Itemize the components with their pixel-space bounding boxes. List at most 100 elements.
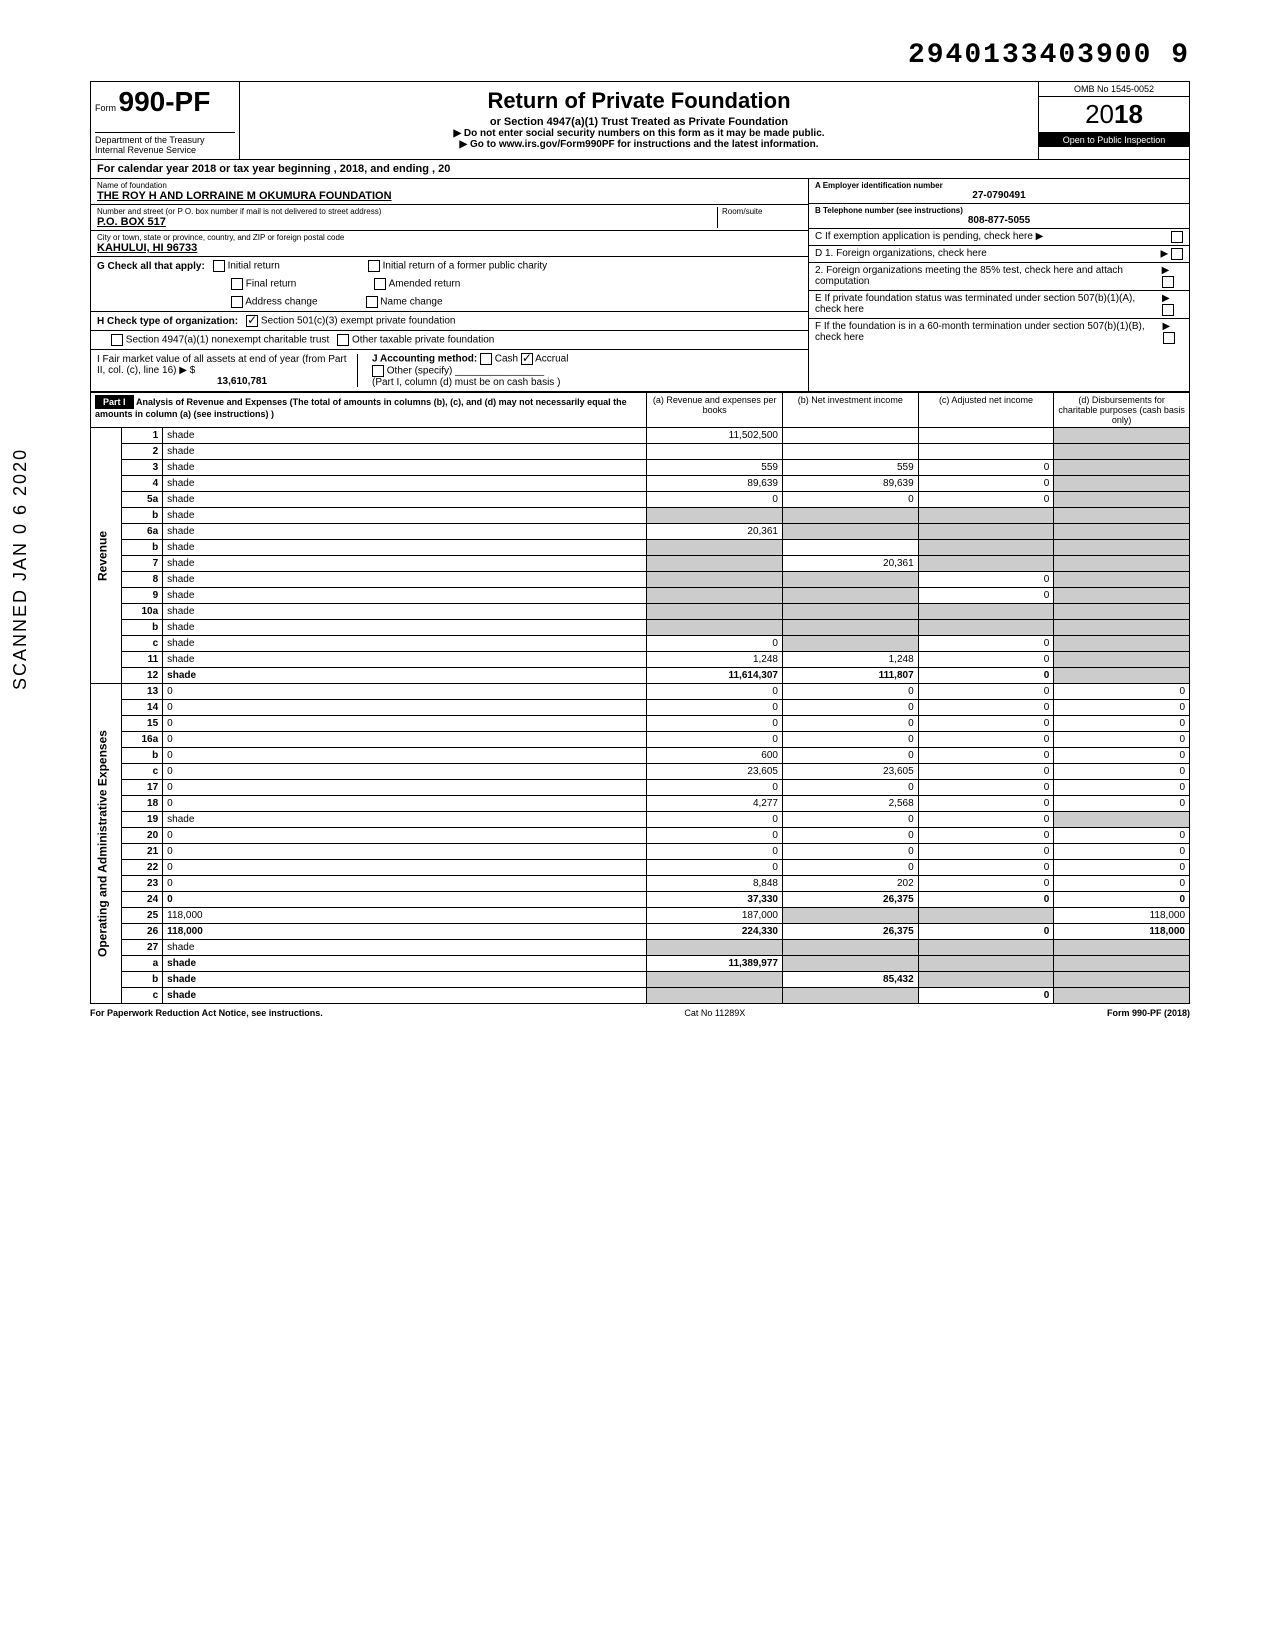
row-description: 0 xyxy=(163,700,647,716)
cell-b: 0 xyxy=(782,812,918,828)
table-row: 24037,33026,37500 xyxy=(91,892,1190,908)
cell-a: 0 xyxy=(647,732,783,748)
cb-terminated[interactable] xyxy=(1162,304,1174,316)
cell-a xyxy=(647,972,783,988)
row-description: shade xyxy=(163,508,647,524)
cell-b: 0 xyxy=(782,684,918,700)
tax-year: 20201818 xyxy=(1039,97,1189,133)
cell-b xyxy=(782,540,918,556)
row-number: 17 xyxy=(122,780,163,796)
g-label: G Check all that apply: xyxy=(97,261,205,272)
cell-c: 0 xyxy=(918,924,1054,940)
table-row: 26118,000224,33026,3750118,000 xyxy=(91,924,1190,940)
table-row: b0600000 xyxy=(91,748,1190,764)
cb-address-change[interactable] xyxy=(231,296,243,308)
cb-4947[interactable] xyxy=(111,334,123,346)
row-description: shade xyxy=(163,444,647,460)
cell-d xyxy=(1054,588,1190,604)
form-number: 990-PF xyxy=(119,86,211,117)
id-right: A Employer identification number 27-0790… xyxy=(808,179,1189,391)
row-number: 11 xyxy=(122,652,163,668)
row-description: shade xyxy=(163,652,647,668)
cell-a: 4,277 xyxy=(647,796,783,812)
cell-d: 0 xyxy=(1054,748,1190,764)
row-number: b xyxy=(122,540,163,556)
cell-b xyxy=(782,956,918,972)
cell-c: 0 xyxy=(918,828,1054,844)
row-description: 0 xyxy=(163,684,647,700)
cell-d: 0 xyxy=(1054,844,1190,860)
table-row: bshade xyxy=(91,540,1190,556)
cell-c: 0 xyxy=(918,780,1054,796)
row-number: c xyxy=(122,764,163,780)
cell-b: 0 xyxy=(782,732,918,748)
cell-b xyxy=(782,988,918,1004)
cell-b xyxy=(782,588,918,604)
cell-c: 0 xyxy=(918,492,1054,508)
table-row: bshade85,432 xyxy=(91,972,1190,988)
cb-former-charity[interactable] xyxy=(368,260,380,272)
table-row: 7shade20,361 xyxy=(91,556,1190,572)
row-number: 13 xyxy=(122,684,163,700)
public-inspection: Open to Public Inspection xyxy=(1039,133,1189,147)
cell-d xyxy=(1054,460,1190,476)
h-label: H Check type of organization: xyxy=(97,316,238,327)
cb-amended[interactable] xyxy=(374,278,386,290)
cell-d xyxy=(1054,812,1190,828)
footer-right: Form 990-PF (2018) xyxy=(1107,1008,1190,1018)
table-row: Operating and Administrative Expenses130… xyxy=(91,684,1190,700)
cell-d xyxy=(1054,428,1190,444)
cb-accrual[interactable] xyxy=(521,353,533,365)
cb-initial-return[interactable] xyxy=(213,260,225,272)
cell-b xyxy=(782,940,918,956)
cell-a: 0 xyxy=(647,828,783,844)
id-left: Name of foundation THE ROY H AND LORRAIN… xyxy=(91,179,808,391)
ssn-warning: ▶ Do not enter social security numbers o… xyxy=(244,128,1034,139)
page-footer: For Paperwork Reduction Act Notice, see … xyxy=(90,1004,1190,1018)
cb-85pct[interactable] xyxy=(1162,276,1174,288)
cb-cash[interactable] xyxy=(480,353,492,365)
cb-other-method[interactable] xyxy=(372,365,384,377)
c-label: C If exemption application is pending, c… xyxy=(815,231,1043,243)
table-row: bshade xyxy=(91,508,1190,524)
table-row: 5ashade000 xyxy=(91,492,1190,508)
col-d-header: (d) Disbursements for charitable purpose… xyxy=(1054,393,1190,428)
cell-c xyxy=(918,604,1054,620)
table-row: c023,60523,60500 xyxy=(91,764,1190,780)
col-c-header: (c) Adjusted net income xyxy=(918,393,1054,428)
row-number: 2 xyxy=(122,444,163,460)
table-row: 2100000 xyxy=(91,844,1190,860)
cell-a xyxy=(647,620,783,636)
cell-a: 0 xyxy=(647,716,783,732)
g-row: G Check all that apply: Initial return I… xyxy=(91,257,808,275)
cell-c: 0 xyxy=(918,588,1054,604)
h-row: H Check type of organization: Section 50… xyxy=(91,312,808,331)
row-number: 15 xyxy=(122,716,163,732)
cell-d: 0 xyxy=(1054,732,1190,748)
row-number: 24 xyxy=(122,892,163,908)
form-prefix: Form xyxy=(95,103,116,113)
cell-b xyxy=(782,908,918,924)
cb-501c3[interactable] xyxy=(246,315,258,327)
row-description: shade xyxy=(163,988,647,1004)
cb-60month[interactable] xyxy=(1163,332,1175,344)
cb-other-taxable[interactable] xyxy=(337,334,349,346)
row-number: a xyxy=(122,956,163,972)
cell-c: 0 xyxy=(918,476,1054,492)
row-number: c xyxy=(122,988,163,1004)
cell-b xyxy=(782,572,918,588)
foundation-name: THE ROY H AND LORRAINE M OKUMURA FOUNDAT… xyxy=(97,190,802,202)
cell-b xyxy=(782,524,918,540)
cb-foreign-org[interactable] xyxy=(1171,248,1183,260)
row-number: b xyxy=(122,620,163,636)
row-description: shade xyxy=(163,668,647,684)
cb-final-return[interactable] xyxy=(231,278,243,290)
cell-c: 0 xyxy=(918,812,1054,828)
cb-exemption-pending[interactable] xyxy=(1171,231,1183,243)
row-description: shade xyxy=(163,956,647,972)
cb-name-change[interactable] xyxy=(366,296,378,308)
table-row: cshade00 xyxy=(91,636,1190,652)
table-row: 12shade11,614,307111,8070 xyxy=(91,668,1190,684)
cell-c: 0 xyxy=(918,748,1054,764)
cell-a: 0 xyxy=(647,812,783,828)
